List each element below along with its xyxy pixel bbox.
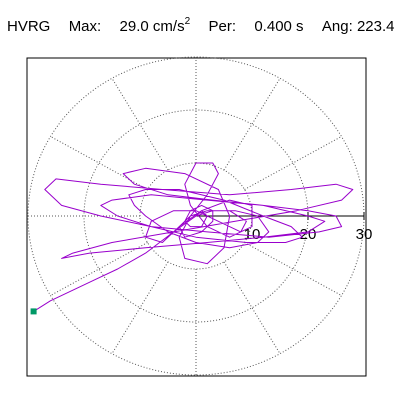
max-label: Max: [68, 18, 102, 35]
max-value: 29.0 cm/s [119, 18, 185, 35]
grid-spoke-30 [244, 136, 342, 190]
plot-header: HVRG Max: 29.0 cm/s2 Per: 0.400 s Ang: 2… [7, 16, 394, 35]
grid-spoke-240 [111, 261, 169, 354]
motion-trace [33, 162, 354, 312]
grid-spoke-120 [111, 78, 169, 171]
radial-axis: 10 20 30 [196, 212, 372, 243]
end-marker [30, 308, 37, 315]
grid-spoke-60 [223, 78, 281, 171]
motion-series-0 [33, 162, 354, 312]
period-value: 0.400 s [254, 18, 304, 35]
period-label: Per: [208, 18, 236, 35]
max-unit-exponent: 2 [184, 16, 191, 27]
tick-label-30: 30 [356, 226, 373, 243]
grid-spoke-150 [50, 136, 148, 190]
grid-spoke-210 [50, 242, 148, 296]
tick-label-20: 20 [300, 226, 317, 243]
end-marker-square [30, 308, 37, 315]
grid-spoke-330 [244, 242, 342, 296]
tick-label-10: 10 [244, 226, 261, 243]
grid-spoke-300 [223, 261, 281, 354]
station-code: HVRG [7, 18, 51, 35]
angle-label: Ang: [321, 18, 353, 35]
angle-value: 223.4 [356, 18, 395, 35]
